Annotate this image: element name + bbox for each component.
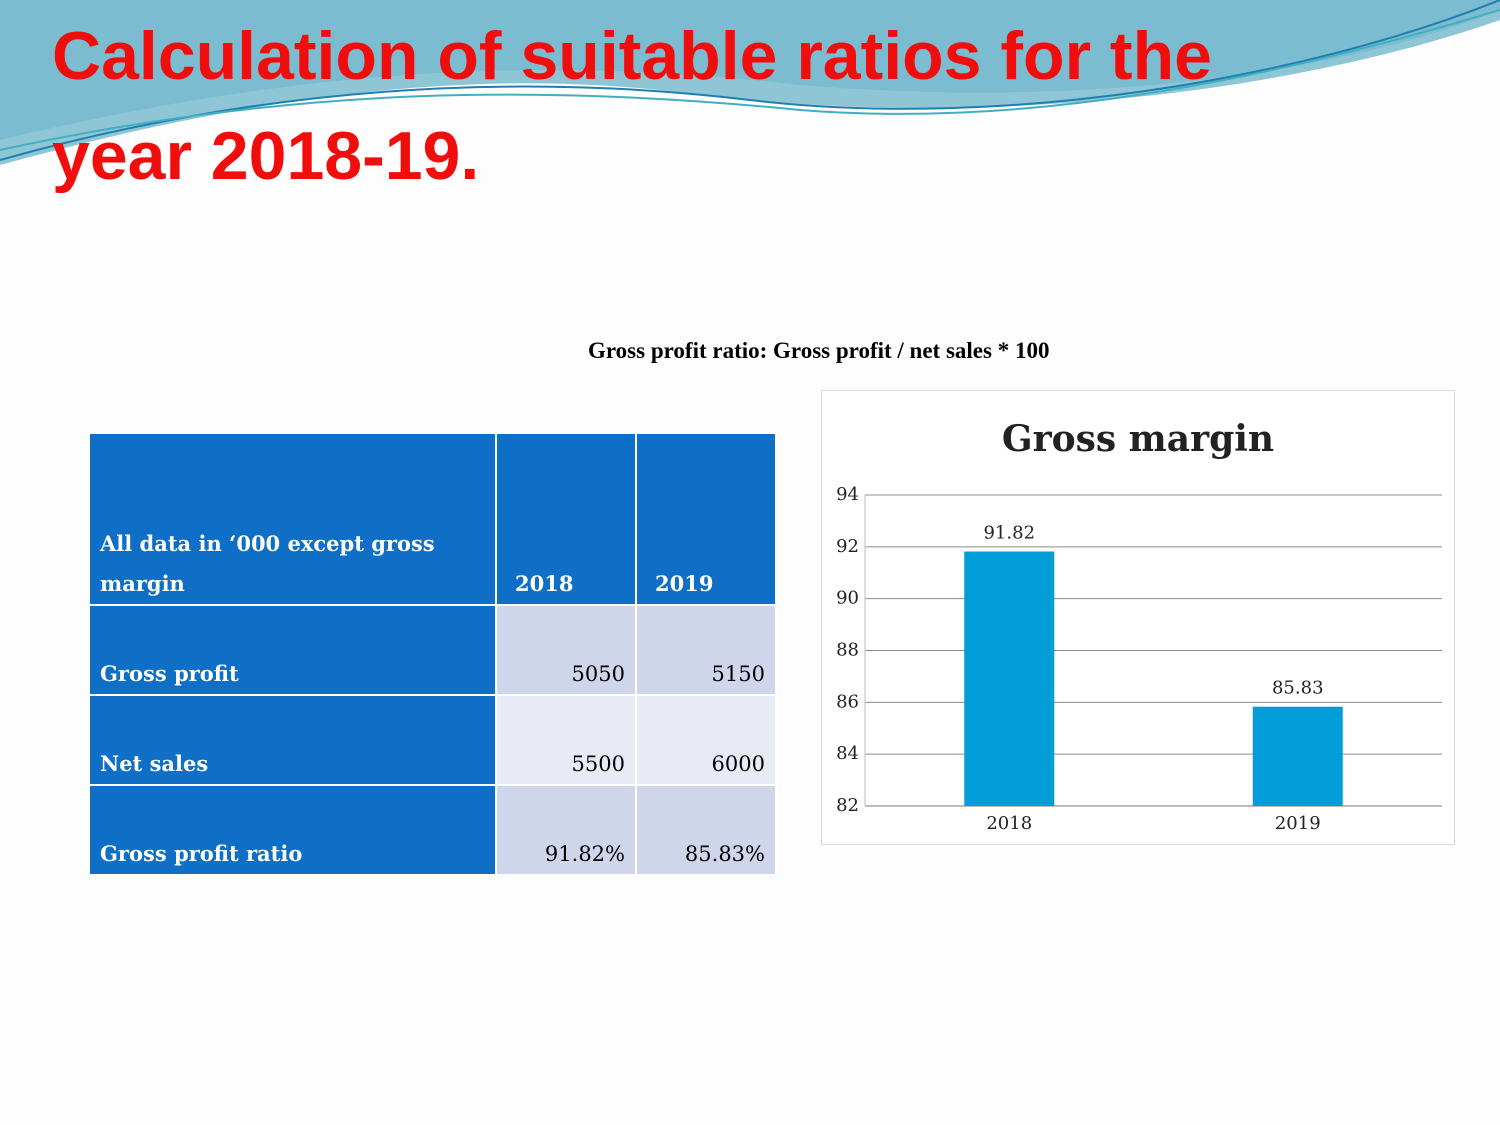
cell: 6000: [635, 694, 777, 786]
cell: 5500: [495, 694, 637, 786]
x-tick-label: 2018: [986, 813, 1032, 834]
data-label: 91.82: [983, 522, 1035, 543]
row-label: Gross profit: [88, 604, 497, 696]
wave-line: [0, 0, 1500, 161]
y-tick-label: 82: [836, 795, 859, 816]
cell: 85.83%: [635, 784, 777, 876]
chart-title: Gross margin: [1002, 418, 1274, 460]
y-tick-label: 88: [836, 640, 859, 661]
bar: [1252, 706, 1343, 806]
chart-frame: [821, 390, 1455, 845]
wave: [0, 0, 1500, 140]
chart: Gross margin 82 84 86 88 90 92 94 2018 91.82 2019…: [821, 390, 1455, 845]
cell: 91.82%: [495, 784, 637, 876]
data-table: All data in ‘000 except gross margin 201…: [88, 432, 777, 876]
header-cell: All data in ‘000 except gross margin: [88, 432, 497, 606]
y-tick-label: 94: [836, 484, 859, 505]
formula: Gross profit ratio: Gross profit / net s…: [588, 338, 1050, 363]
slide-title: Calculation of suitable ratios for the y…: [52, 18, 1212, 194]
header-cell: 2018: [495, 432, 637, 606]
y-tick-label: 86: [836, 691, 859, 712]
header-cell: 2019: [635, 432, 777, 606]
y-tick-label: 92: [836, 536, 859, 557]
row-label: Net sales: [88, 694, 497, 786]
data-label: 85.83: [1272, 678, 1324, 699]
wave-decoration: [0, 0, 1500, 165]
y-tick-label: 84: [836, 743, 859, 764]
cell: 5050: [495, 604, 637, 696]
bar: [964, 551, 1055, 806]
row-label: Gross profit ratio: [88, 784, 497, 876]
x-tick-label: 2019: [1275, 813, 1321, 834]
wave-line: [0, 9, 1500, 151]
y-tick-label: 90: [836, 588, 859, 609]
cell: 5150: [635, 604, 777, 696]
